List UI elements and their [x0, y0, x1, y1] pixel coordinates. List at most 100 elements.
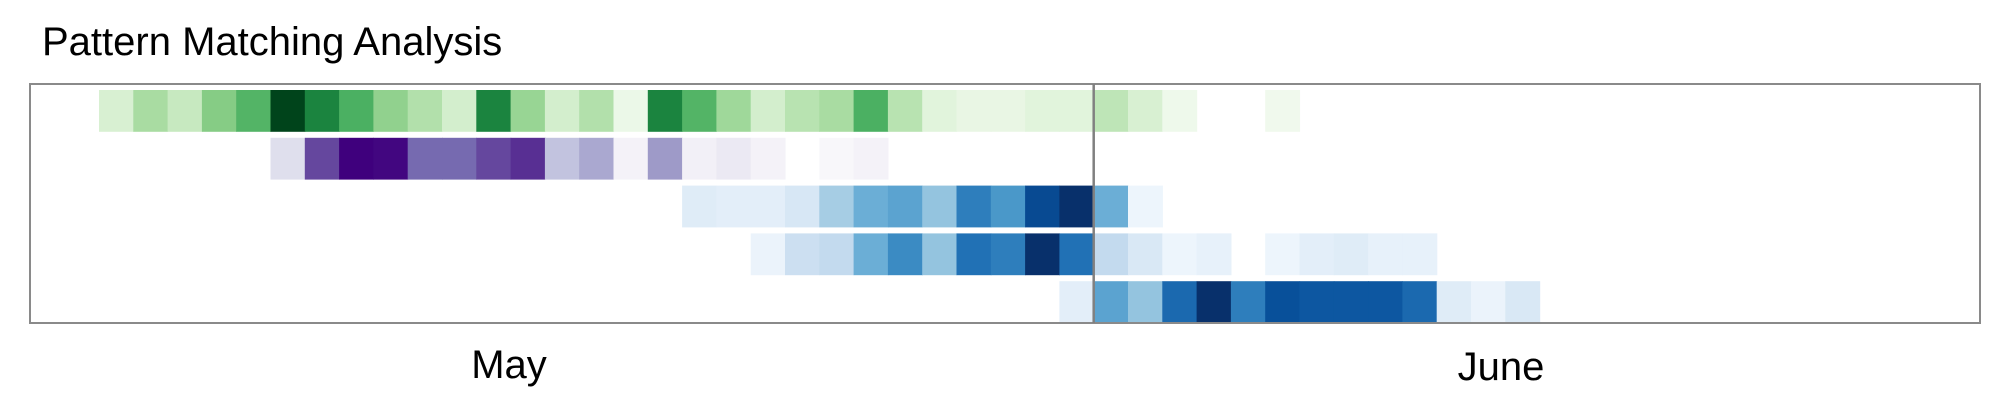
- heatmap-cell: [853, 185, 889, 228]
- x-tick-label-june: June: [1458, 345, 1545, 389]
- heatmap-cell: [785, 90, 820, 132]
- heatmap-cell: [819, 185, 855, 228]
- heatmap-cell: [1128, 185, 1163, 228]
- heatmap-cell: [613, 90, 649, 132]
- heatmap-cell: [1299, 281, 1335, 323]
- heatmap-cell: [1265, 281, 1301, 323]
- heatmap-cell: [270, 90, 306, 132]
- heatmap-cell: [716, 137, 752, 180]
- heatmap-cell: [785, 233, 820, 276]
- heatmap-cell: [750, 137, 786, 180]
- heatmap-cell: [1128, 90, 1163, 132]
- heatmap-cell: [1025, 90, 1060, 132]
- heatmap-cell: [1265, 233, 1301, 276]
- heatmap-cell: [887, 233, 923, 276]
- heatmap-cell: [990, 233, 1026, 276]
- heatmap-cell: [1093, 233, 1129, 276]
- heatmap-cell: [544, 90, 580, 132]
- heatmap-cell: [1162, 233, 1198, 276]
- heatmap-cell: [716, 185, 752, 228]
- heatmap-cell: [339, 90, 374, 132]
- heatmap-cell: [304, 90, 340, 132]
- heatmap-cell: [922, 185, 958, 228]
- heatmap-cell: [682, 90, 717, 132]
- heatmap-cell: [613, 137, 649, 180]
- heatmap-cell: [682, 185, 717, 228]
- heatmap-cell: [1196, 233, 1232, 276]
- heatmap-cell: [407, 90, 443, 132]
- heatmap-cell: [1471, 281, 1506, 323]
- heatmap-cell: [236, 90, 272, 132]
- heatmap-cell: [373, 137, 409, 180]
- heatmap-cell: [819, 233, 855, 276]
- heatmap-cell: [956, 90, 992, 132]
- heatmap-cell: [133, 90, 169, 132]
- heatmap-cell: [1333, 233, 1369, 276]
- heatmap-cell: [1059, 90, 1095, 132]
- heatmap-cell: [647, 137, 683, 180]
- heatmap-cell: [544, 137, 580, 180]
- heatmap-cell: [990, 185, 1026, 228]
- heatmap-cell: [990, 90, 1026, 132]
- heatmap-cell: [1128, 233, 1163, 276]
- heatmap-cell: [853, 90, 889, 132]
- heatmap-cell: [1230, 281, 1266, 323]
- heatmap-cell: [1059, 185, 1095, 228]
- heatmap-cell: [510, 90, 546, 132]
- heatmap-cell: [579, 90, 615, 132]
- heatmap-cell: [270, 137, 306, 180]
- heatmap-cell: [1436, 281, 1472, 323]
- heatmap-cell: [956, 185, 992, 228]
- heatmap-cell: [1162, 281, 1198, 323]
- heatmap-cell: [167, 90, 203, 132]
- plot-frame: [29, 83, 1981, 324]
- heatmap-cell: [819, 137, 855, 180]
- heatmap-cell: [476, 137, 512, 180]
- heatmap-cell: [1402, 233, 1438, 276]
- heatmap-cell: [339, 137, 374, 180]
- heatmap-cell: [1265, 90, 1301, 132]
- heatmap-cell: [956, 233, 992, 276]
- heatmap-cell: [647, 90, 683, 132]
- heatmap-cell: [99, 90, 134, 132]
- heatmap-cell: [750, 233, 786, 276]
- heatmap-cell: [853, 233, 889, 276]
- heatmap-cell: [407, 137, 443, 180]
- heatmap-cell: [785, 185, 820, 228]
- heatmap-cell: [887, 185, 923, 228]
- heatmap-cell: [1059, 281, 1095, 323]
- heatmap-cell: [1025, 233, 1060, 276]
- heatmap-cell: [750, 185, 786, 228]
- heatmap-cell: [579, 137, 615, 180]
- heatmap-cell: [1093, 90, 1129, 132]
- heatmap-cell: [442, 90, 477, 132]
- heatmap-cell: [682, 137, 717, 180]
- heatmap-cell: [716, 90, 752, 132]
- heatmap-cell: [1299, 233, 1335, 276]
- heatmap-cell: [1162, 90, 1198, 132]
- heatmap-cells: [99, 90, 1541, 323]
- chart-title: Pattern Matching Analysis: [42, 20, 503, 64]
- heatmap-cell: [887, 90, 923, 132]
- heatmap-cell: [819, 90, 855, 132]
- heatmap-cell: [1093, 281, 1129, 323]
- heatmap-cell: [1059, 233, 1095, 276]
- heatmap-cell: [201, 90, 237, 132]
- heatmap-cell: [476, 90, 512, 132]
- heatmap-cell: [1368, 233, 1403, 276]
- heatmap-cell: [373, 90, 409, 132]
- heatmap-cell: [510, 137, 546, 180]
- heatmap-cell: [1196, 281, 1232, 323]
- heatmap-cell: [304, 137, 340, 180]
- x-tick-label-may: May: [471, 343, 547, 387]
- heatmap-cell: [442, 137, 477, 180]
- heatmap-cell: [750, 90, 786, 132]
- heatmap-cell: [922, 90, 958, 132]
- heatmap-cell: [853, 137, 889, 180]
- heatmap-cell: [1505, 281, 1541, 323]
- heatmap-cell: [1402, 281, 1438, 323]
- heatmap-cell: [1128, 281, 1163, 323]
- heatmap-cell: [1333, 281, 1369, 323]
- heatmap-cell: [1093, 185, 1129, 228]
